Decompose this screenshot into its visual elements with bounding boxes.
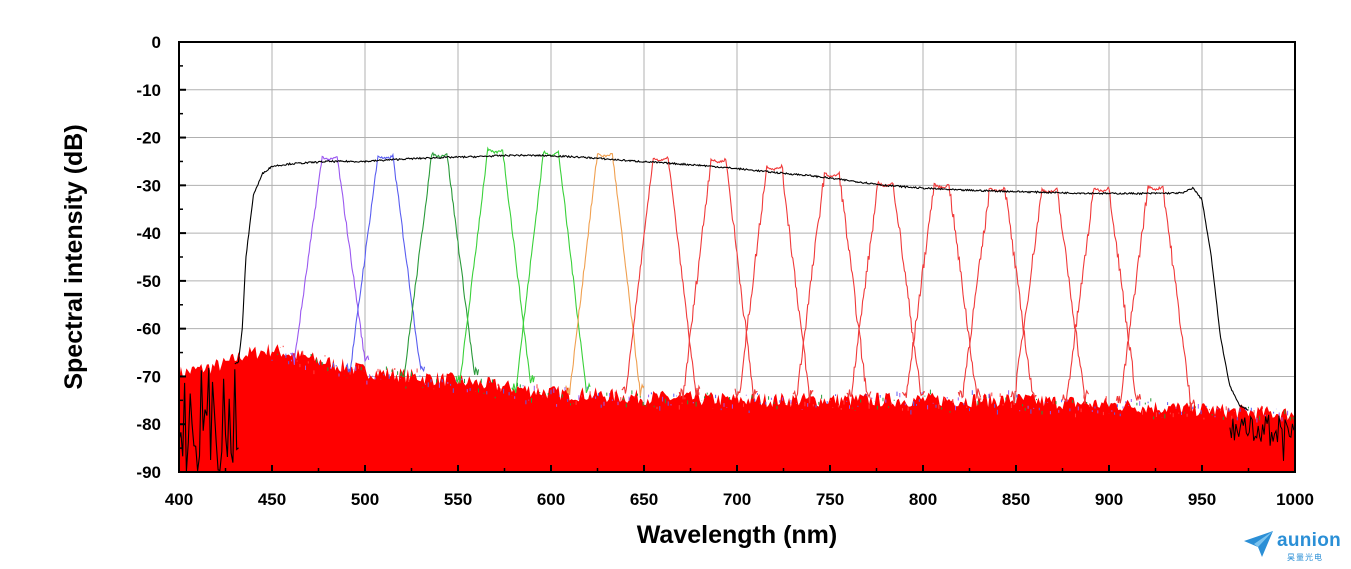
- x-tick-label: 550: [444, 490, 472, 509]
- broadband-envelope-line: [234, 153, 1249, 411]
- noise-speckle: [291, 359, 1289, 423]
- aunion-logo: aunion 昊量光电: [1243, 528, 1343, 562]
- right-edge-noise: [1229, 414, 1295, 461]
- left-edge-noise: [179, 367, 239, 472]
- x-tick-label: 750: [816, 490, 844, 509]
- x-tick-label: 700: [723, 490, 751, 509]
- x-tick-label: 650: [630, 490, 658, 509]
- filter-peak-line: [902, 182, 982, 399]
- x-axis-title: Wavelength (nm): [637, 521, 837, 549]
- series-group: [179, 146, 1295, 472]
- x-tick-label: 850: [1002, 490, 1030, 509]
- x-tick-label: 450: [258, 490, 286, 509]
- filter-peak-line: [345, 152, 426, 374]
- y-tick-label: -80: [136, 415, 161, 434]
- y-axis-title: Spectral intensity (dB): [60, 124, 88, 389]
- y-tick-label: -20: [136, 129, 161, 148]
- x-tick-labels: 400 450 500 550 600 650 700 750 800 850 900 950 1000: [165, 490, 1314, 509]
- x-tick-label: 900: [1095, 490, 1123, 509]
- y-tick-label: -90: [136, 463, 161, 482]
- y-tick-labels: 0 -10 -20 -30 -40 -50 -60 -70 -80 -90: [136, 33, 161, 482]
- x-tick-label: 1000: [1276, 490, 1314, 509]
- filter-peak-line: [621, 155, 701, 396]
- x-tick-label: 600: [537, 490, 565, 509]
- filter-peak-line: [399, 151, 480, 378]
- filter-peak-line: [455, 146, 535, 384]
- y-tick-label: -50: [136, 272, 161, 291]
- logo-subtitle: 昊量光电: [1287, 553, 1323, 562]
- filter-peak-line: [792, 170, 872, 399]
- filter-peak-line: [678, 157, 758, 400]
- filter-peak-line: [290, 155, 370, 364]
- y-tick-label: -40: [136, 224, 161, 243]
- x-tick-label: 800: [909, 490, 937, 509]
- filter-peak-line: [846, 180, 926, 398]
- y-tick-label: -30: [136, 176, 161, 195]
- x-tick-label: 950: [1188, 490, 1216, 509]
- y-tick-label: 0: [152, 33, 161, 52]
- x-tick-label: 400: [165, 490, 193, 509]
- y-tick-label: -10: [136, 81, 161, 100]
- noise-floor-area: [179, 343, 1295, 472]
- paper-plane-icon: [1244, 531, 1273, 557]
- filter-peak-line: [1061, 186, 1142, 403]
- axis-ticks: [178, 41, 1296, 473]
- logo-wordmark: aunion: [1277, 530, 1342, 551]
- filter-peak-line: [565, 152, 645, 397]
- filter-peak-line: [734, 163, 814, 404]
- y-tick-label: -70: [136, 367, 161, 386]
- y-tick-label: -60: [136, 320, 161, 339]
- filter-peak-line: [1115, 185, 1196, 411]
- x-tick-label: 500: [351, 490, 379, 509]
